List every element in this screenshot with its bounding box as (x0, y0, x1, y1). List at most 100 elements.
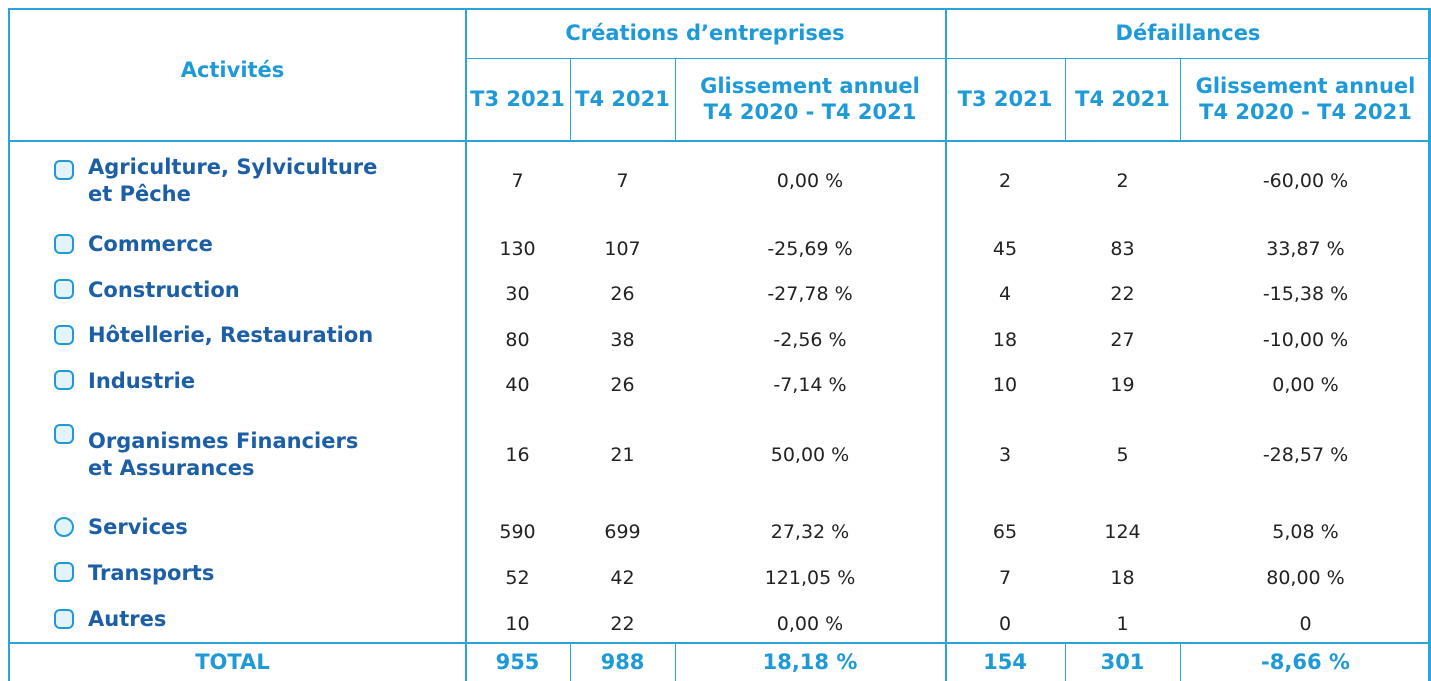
activity-name: Hôtellerie, Restauration (88, 323, 374, 347)
activity-name: Industrie (88, 368, 196, 393)
header-activity: Activités (180, 58, 285, 82)
cell: 590 (499, 520, 536, 543)
activity-name: Autres (88, 607, 167, 631)
activity-name: Agriculture, Sylviculture et Pêche (88, 155, 378, 206)
cell: 699 (604, 520, 641, 543)
cell: 0,00 % (1272, 374, 1339, 396)
border (1180, 58, 1181, 140)
cell: 107 (604, 237, 641, 260)
border (675, 58, 676, 140)
row-icon (54, 325, 74, 345)
border (570, 58, 571, 140)
cell: 83 (1110, 237, 1135, 260)
cell: 38 (610, 328, 635, 351)
cell: -7,14 % (773, 374, 847, 396)
border (8, 140, 1431, 142)
cell: 27,32 % (770, 520, 850, 543)
activity-name: Transports (88, 561, 215, 585)
group-header: Défaillances (1115, 21, 1261, 45)
cell: 18 (992, 328, 1018, 351)
cell: -15,38 % (1262, 283, 1349, 305)
border (1428, 8, 1431, 681)
activity-name: Construction (88, 277, 240, 302)
cell: 22 (610, 612, 635, 635)
cell: 16 (505, 443, 530, 466)
total-cell: 18,18 % (762, 649, 858, 674)
activity-name: Organismes Financiers et Assurances (88, 428, 359, 480)
column-header: T3 2021 (957, 87, 1053, 111)
cell: 7 (998, 566, 1012, 589)
cell: 52 (505, 566, 530, 589)
activity-name: Commerce (88, 232, 213, 256)
cell: 130 (499, 237, 536, 260)
row-icon (54, 562, 74, 582)
cell: -10,00 % (1262, 328, 1349, 351)
row-icon (54, 279, 74, 299)
total-cell: -8,66 % (1261, 649, 1350, 674)
border (675, 642, 676, 681)
cell: 121,05 % (764, 566, 856, 589)
cell: 19 (1110, 374, 1135, 396)
cell: 7 (616, 170, 629, 192)
row-icon (54, 160, 74, 180)
cell: 21 (610, 443, 635, 466)
cell: 2 (1116, 170, 1129, 192)
cell: 45 (992, 237, 1018, 260)
column-header: T3 2021 (470, 87, 565, 111)
border (1065, 642, 1066, 681)
cell: 27 (1110, 328, 1135, 351)
cell: 4 (998, 283, 1012, 305)
total-label: TOTAL (195, 649, 270, 674)
border (8, 8, 1431, 10)
cell: 7 (511, 170, 524, 192)
cell: 10 (505, 612, 530, 635)
cell: 0 (1299, 612, 1312, 635)
border (945, 8, 947, 681)
cell: -28,57 % (1262, 443, 1349, 466)
column-header: Glissement annuel T4 2020 - T4 2021 (700, 74, 920, 124)
total-cell: 955 (495, 649, 540, 674)
border (1180, 642, 1181, 681)
cell: 26 (610, 283, 635, 305)
cell: 33,87 % (1266, 237, 1345, 260)
cell: 5 (1116, 443, 1129, 466)
cell: 42 (610, 566, 635, 589)
cell: 40 (505, 374, 530, 396)
cell: 10 (992, 374, 1018, 396)
column-header: T4 2021 (1075, 87, 1170, 111)
cell: 18 (1110, 566, 1135, 589)
column-header: Glissement annuel T4 2020 - T4 2021 (1195, 74, 1416, 124)
cell: 50,00 % (770, 443, 850, 466)
cell: 2 (998, 170, 1012, 192)
border (465, 58, 1431, 59)
cell: 65 (992, 520, 1018, 543)
row-icon (54, 234, 74, 254)
cell: 80,00 % (1266, 566, 1345, 589)
border (8, 8, 10, 681)
cell: 30 (505, 283, 530, 305)
cell: 124 (1104, 520, 1141, 543)
cell: -25,69 % (767, 237, 853, 260)
cell: 5,08 % (1272, 520, 1339, 543)
cell: 3 (998, 443, 1012, 466)
total-cell: 301 (1100, 649, 1145, 674)
column-header: T4 2021 (575, 87, 670, 111)
cell: 0,00 % (776, 170, 844, 192)
row-icon (54, 517, 74, 537)
total-cell: 988 (600, 649, 645, 674)
border (8, 642, 1431, 644)
cell: -27,78 % (767, 283, 853, 305)
border (570, 642, 571, 681)
cell: 0 (998, 612, 1012, 635)
row-icon (54, 424, 74, 444)
cell: -60,00 % (1262, 170, 1349, 192)
border (1065, 58, 1066, 140)
cell: 26 (610, 374, 635, 396)
group-header: Créations d’entreprises (565, 21, 845, 45)
cell: 80 (505, 328, 530, 351)
activity-name: Services (88, 515, 188, 539)
total-cell: 154 (983, 649, 1027, 674)
cell: 22 (1110, 283, 1135, 305)
row-icon (54, 370, 74, 390)
